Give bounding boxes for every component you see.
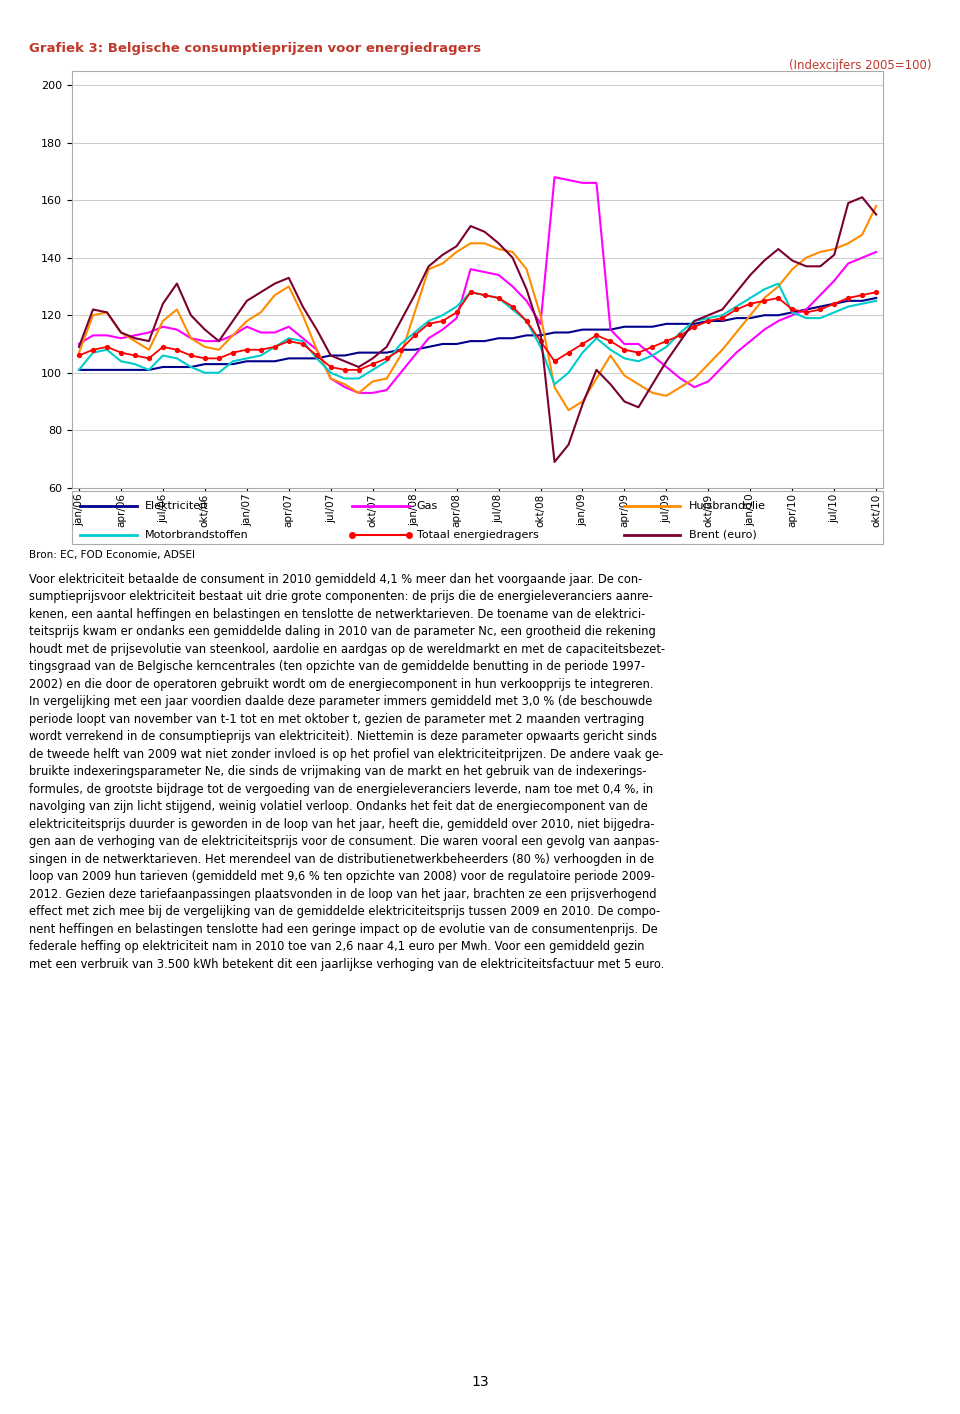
Text: Grafiek 3: Belgische consumptieprijzen voor energiedragers: Grafiek 3: Belgische consumptieprijzen v… <box>29 42 481 55</box>
Text: Brent (euro): Brent (euro) <box>688 530 756 540</box>
Text: Huisbrandolie: Huisbrandolie <box>688 501 765 510</box>
Text: Elektriciteit: Elektriciteit <box>145 501 208 510</box>
Text: (Indexcijfers 2005=100): (Indexcijfers 2005=100) <box>789 59 931 72</box>
Text: Totaal energiedragers: Totaal energiedragers <box>417 530 539 540</box>
Text: Bron: EC, FOD Economie, ADSEI: Bron: EC, FOD Economie, ADSEI <box>29 550 195 560</box>
Text: Motorbrandstoffen: Motorbrandstoffen <box>145 530 249 540</box>
Text: Gas: Gas <box>417 501 438 510</box>
Text: 13: 13 <box>471 1374 489 1389</box>
Text: Voor elektriciteit betaalde de consument in 2010 gemiddeld 4,1 % meer dan het vo: Voor elektriciteit betaalde de consument… <box>29 573 665 970</box>
